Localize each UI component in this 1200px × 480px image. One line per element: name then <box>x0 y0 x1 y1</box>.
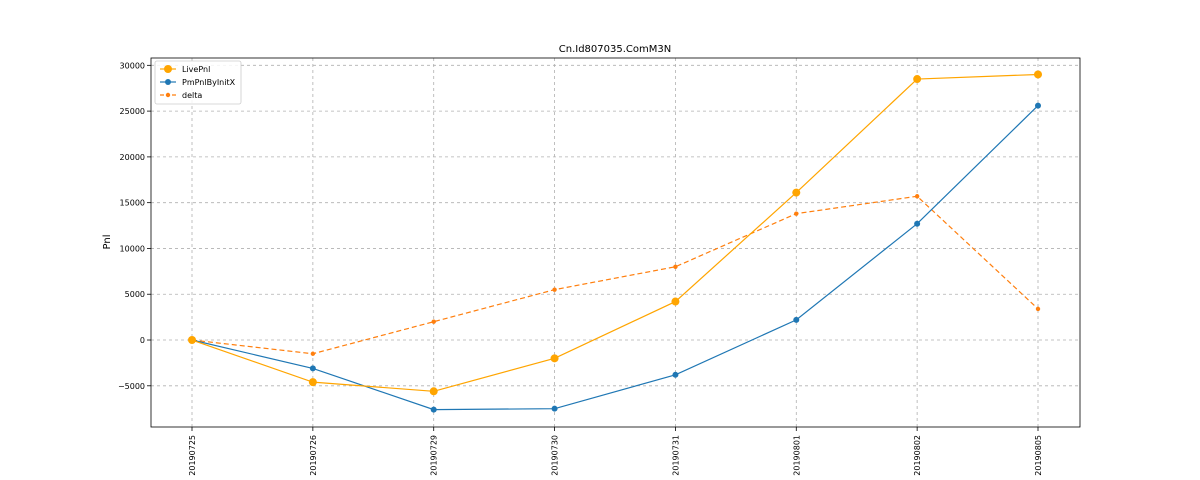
legend-label-pmpnlbyinitx: PmPnlByInitX <box>182 78 236 87</box>
legend-marker-pmpnlbyinitx <box>165 79 171 85</box>
data-point-livepnl <box>188 336 196 345</box>
data-point-pmpnlbyinitx <box>914 220 921 227</box>
plot-frame <box>150 57 1081 428</box>
data-point-pmpnlbyinitx <box>793 316 800 323</box>
data-point-delta <box>914 194 920 199</box>
grid <box>151 58 1080 427</box>
series-layer <box>188 70 1042 413</box>
data-point-pmpnlbyinitx <box>672 371 679 378</box>
data-point-pmpnlbyinitx <box>430 406 437 413</box>
data-point-livepnl <box>913 75 922 84</box>
legend-label-delta: delta <box>182 91 202 100</box>
series-line-livepnl <box>191 73 1039 392</box>
data-point-delta <box>1035 306 1041 312</box>
series-line-pmpnlbyinitx <box>191 105 1039 411</box>
chart-title: Cn.Id807035.ComM3N <box>559 44 671 55</box>
x-tick-label: 20190801 <box>792 435 801 476</box>
x-tick-label: 20190802 <box>913 435 922 476</box>
legend-marker-delta <box>165 92 171 98</box>
y-tick-label: 20000 <box>120 153 145 162</box>
y-tick-label: 0 <box>140 336 145 345</box>
y-tick-label: 30000 <box>120 61 145 70</box>
data-point-livepnl <box>429 387 438 396</box>
series-line-delta <box>191 195 1039 355</box>
data-point-delta <box>310 351 316 356</box>
x-tick-label: 20190726 <box>309 435 318 476</box>
legend-label-livepnl: LivePnl <box>182 65 210 74</box>
y-tick-label: −5000 <box>118 382 145 391</box>
x-tick-label: 20190805 <box>1034 435 1043 476</box>
data-point-livepnl <box>1034 70 1042 79</box>
legend-marker-livepnl <box>164 65 172 73</box>
legend: LivePnl PmPnlByInitX delta <box>154 60 242 105</box>
x-tick-label: 20190725 <box>188 435 197 476</box>
ticks: 20190725 20190726 20190729 20190730 20190731… <box>118 61 1043 475</box>
legend-frame <box>154 60 242 105</box>
data-point-pmpnlbyinitx <box>551 405 558 412</box>
data-point-delta <box>794 211 799 216</box>
y-tick-label: 10000 <box>120 244 145 253</box>
data-point-pmpnlbyinitx <box>1035 102 1041 109</box>
data-point-delta <box>552 287 557 292</box>
data-point-pmpnlbyinitx <box>309 365 316 372</box>
y-tick-label: 25000 <box>120 107 145 116</box>
data-point-livepnl <box>550 354 559 363</box>
y-tick-label: 15000 <box>120 199 145 208</box>
x-tick-label: 20190729 <box>430 435 439 476</box>
x-tick-label: 20190730 <box>551 435 560 476</box>
y-tick-label: 5000 <box>125 290 145 299</box>
data-point-delta <box>673 264 678 269</box>
data-point-livepnl <box>308 378 317 387</box>
data-point-delta <box>431 319 436 324</box>
y-axis-label: Pnl <box>102 235 113 250</box>
x-tick-label: 20190731 <box>671 435 680 476</box>
data-point-livepnl <box>792 188 801 197</box>
data-point-livepnl <box>671 297 680 306</box>
